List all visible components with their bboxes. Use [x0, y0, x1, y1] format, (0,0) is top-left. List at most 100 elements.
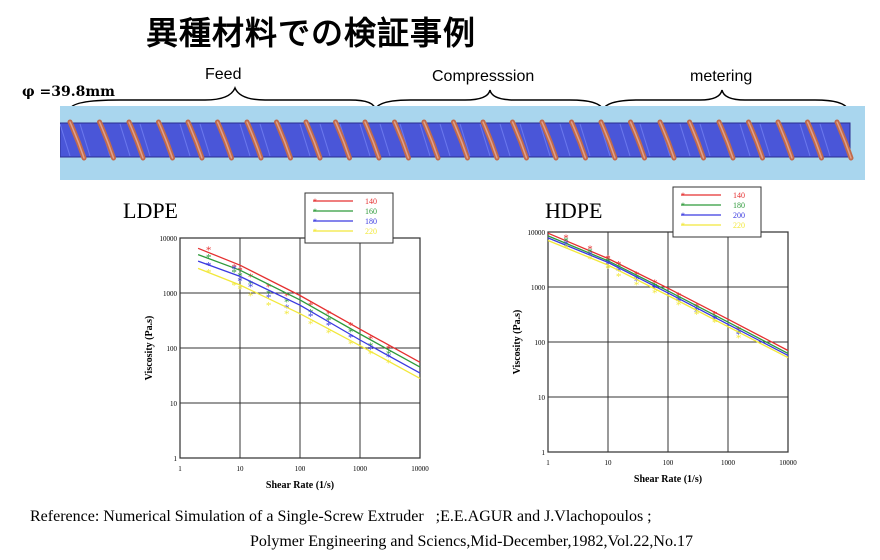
screw-flight-highlight	[393, 121, 410, 159]
screw-mesh-line	[799, 123, 811, 157]
y-tick-label: 100	[167, 345, 178, 353]
legend-marker: *	[313, 227, 317, 236]
screw-flight-highlight	[364, 121, 380, 159]
data-point: *	[563, 243, 569, 255]
data-point: *	[348, 339, 354, 351]
screw-mesh-line	[439, 123, 451, 157]
data-point: *	[237, 275, 243, 287]
data-point: *	[634, 280, 640, 292]
data-point: *	[736, 327, 742, 339]
screw-flight-highlight	[836, 121, 852, 159]
legend-marker: *	[313, 207, 317, 216]
screw-mesh-line	[699, 123, 711, 157]
data-point: *	[736, 329, 742, 341]
data-point: *	[368, 344, 374, 356]
zone-metering-label: metering	[690, 68, 753, 85]
x-tick-label: 100	[663, 459, 674, 467]
screw-flight-highlight	[511, 121, 528, 159]
data-point: *	[386, 352, 392, 364]
data-point: *	[694, 301, 700, 313]
data-point: *	[248, 282, 254, 294]
x-axis-label: Shear Rate (1/s)	[634, 474, 702, 485]
y-tick-label: 10	[538, 394, 546, 402]
y-tick-label: 10000	[528, 229, 546, 237]
x-tick-label: 10000	[411, 465, 429, 473]
legend-marker: *	[313, 217, 317, 226]
screw-image	[59, 106, 865, 180]
legend-label: 160	[365, 207, 377, 216]
data-point: *	[616, 259, 622, 271]
data-point: *	[206, 267, 212, 279]
data-point: *	[386, 343, 392, 355]
screw-flight-highlight	[806, 121, 823, 159]
data-point: *	[231, 263, 237, 275]
screw-flight-highlight	[216, 121, 233, 159]
x-axis-label: Shear Rate (1/s)	[266, 480, 334, 491]
zone-braces	[69, 86, 849, 110]
screw-mesh-line	[359, 123, 371, 157]
data-point: *	[587, 244, 593, 256]
screw-mesh-line	[559, 123, 571, 157]
screw-flight-highlight	[629, 121, 646, 159]
screw-mesh-line	[119, 123, 131, 157]
data-point: *	[308, 311, 314, 323]
data-point: *	[284, 302, 290, 314]
data-point: *	[563, 236, 569, 248]
data-point: *	[587, 247, 593, 259]
x-tick-label: 1	[178, 465, 182, 473]
screw-mesh-line	[739, 123, 751, 157]
screw-mesh-line	[819, 123, 831, 157]
series-line	[547, 239, 789, 359]
screw-mesh-line	[239, 123, 251, 157]
data-point: *	[386, 348, 392, 360]
data-point: *	[605, 263, 611, 275]
legend-marker: *	[681, 191, 685, 200]
page-title: 異種材料での検証事例	[146, 14, 477, 52]
data-point: *	[652, 287, 658, 299]
legend-label: 180	[733, 201, 745, 210]
series-line	[197, 267, 421, 379]
screw-flight-highlight	[157, 121, 174, 159]
data-point: *	[348, 320, 354, 332]
data-point: *	[248, 291, 254, 303]
diameter-label: φ =39.8mm	[22, 84, 115, 100]
data-point: *	[308, 318, 314, 330]
screw-mesh-line	[679, 123, 691, 157]
screw-mesh-line	[519, 123, 531, 157]
screw-mesh-line	[759, 123, 771, 157]
data-point: *	[634, 276, 640, 288]
screw-flight-highlight	[69, 121, 85, 159]
data-point: *	[231, 280, 237, 292]
screw-flight-highlight	[777, 121, 793, 159]
data-point: *	[694, 309, 700, 321]
data-point: *	[248, 271, 254, 283]
screw-mesh-line	[579, 123, 591, 157]
screw-flight-highlight	[747, 121, 764, 159]
y-axis-label: Viscosity (Pa.s)	[512, 310, 523, 375]
data-point: *	[386, 357, 392, 369]
zone-feed-label: Feed	[205, 66, 242, 83]
zone-compression-label: Compresssion	[432, 68, 535, 85]
screw-mesh-line	[79, 123, 91, 157]
x-tick-label: 100	[295, 465, 306, 473]
data-point: *	[563, 232, 569, 244]
data-point: *	[676, 293, 682, 305]
data-point: *	[676, 300, 682, 312]
data-point: *	[284, 309, 290, 321]
screw-flight-highlight	[718, 121, 734, 159]
data-point: *	[348, 332, 354, 344]
ldpe-title: LDPE	[123, 198, 178, 223]
data-point: *	[284, 291, 290, 303]
screw-mesh-line	[259, 123, 271, 157]
data-point: *	[206, 260, 212, 272]
series-line	[197, 253, 421, 368]
data-point: *	[326, 320, 332, 332]
screw-mesh-line	[299, 123, 311, 157]
x-tick-label: 1	[546, 459, 550, 467]
data-point: *	[266, 288, 272, 300]
y-tick-label: 10	[170, 400, 178, 408]
y-tick-label: 100	[535, 339, 546, 347]
brace-compression	[374, 89, 604, 110]
y-tick-label: 1000	[163, 290, 178, 298]
data-point: *	[368, 341, 374, 353]
